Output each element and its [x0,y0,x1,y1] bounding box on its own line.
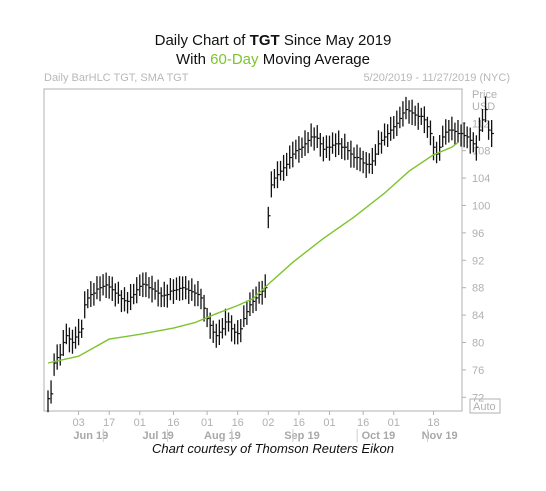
y-tick-label: 108 [472,146,490,158]
sma-line [47,141,459,364]
auto-scale-label: Auto [473,401,496,413]
chart-subtitle: With 60-Day Moving Average [0,51,546,68]
y-axis-label: Price [472,89,497,101]
y-tick-label: 80 [472,337,484,349]
x-month-label: Nov 19 [422,430,458,442]
y-tick-label: 88 [472,283,484,295]
subtitle-suffix: Moving Average [258,51,370,68]
y-tick-label: 84 [472,310,484,322]
x-tick-label: 16 [357,417,369,429]
x-tick-label: 03 [72,417,84,429]
x-tick-label: 01 [201,417,213,429]
y-tick-label: 104 [472,173,490,185]
x-tick-label: 01 [388,417,400,429]
x-month-label: Jun 19 [73,430,108,442]
y-tick-label: 96 [472,228,484,240]
y-tick-label: 72 [472,392,484,404]
x-tick-label: 16 [232,417,244,429]
x-tick-label: 02 [262,417,274,429]
title-prefix: Daily Chart of [154,32,250,49]
x-tick-label: 17 [103,417,115,429]
plot-frame [43,88,463,412]
y-axis-label: USD [472,101,495,113]
subtitle-highlight: 60-Day [210,51,259,68]
y-tick-label: 92 [472,255,484,267]
x-tick-label: 16 [167,417,179,429]
x-tick-label: 18 [427,417,439,429]
date-range: 5/20/2019 - 11/27/2019 (NYC) [363,72,510,84]
x-month-label: Oct 19 [362,430,396,442]
x-tick-label: 16 [293,417,305,429]
title-ticker: TGT [249,32,280,49]
y-tick-label: 76 [472,365,484,377]
x-tick-label: 01 [134,417,146,429]
title-suffix: Since May 2019 [279,32,392,49]
chart-credit: Chart courtesy of Thomson Reuters Eikon [151,441,395,456]
x-month-label: Jul 19 [143,430,174,442]
series-legend: Daily BarHLC TGT, SMA TGT [44,72,189,84]
x-tick-label: 01 [323,417,335,429]
y-tick-label: 112 [472,118,490,130]
auto-scale-box [469,398,501,414]
chart-title: Daily Chart of TGT Since May 2019 [0,32,546,49]
y-tick-label: 100 [472,200,490,212]
subtitle-prefix: With [176,51,211,68]
